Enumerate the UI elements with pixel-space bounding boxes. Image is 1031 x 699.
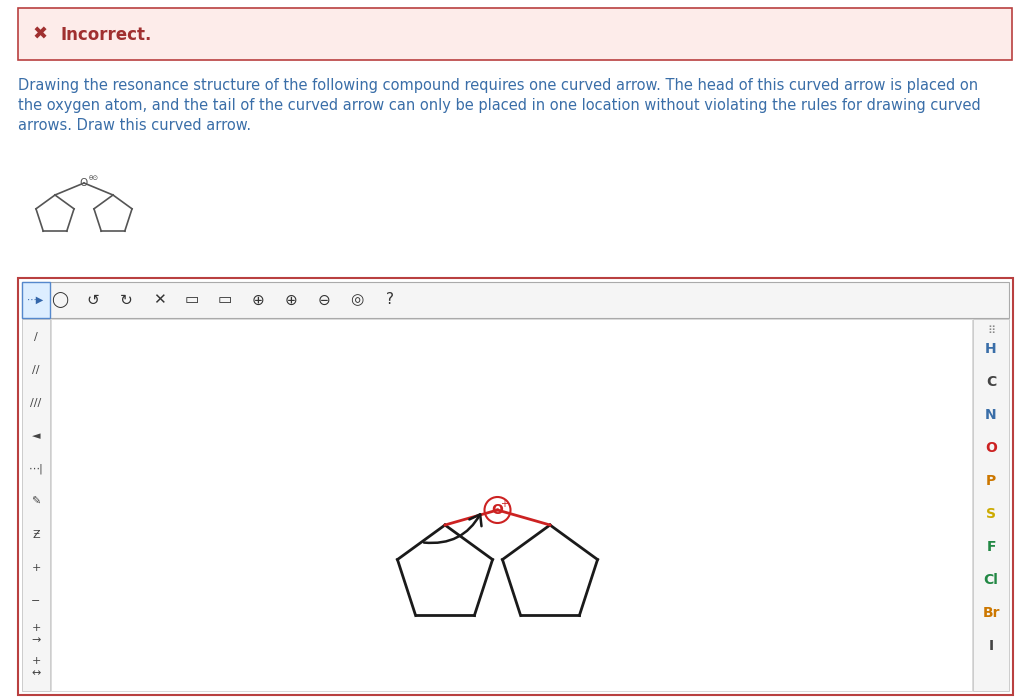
Text: F: F [987,540,996,554]
Text: ◯: ◯ [52,292,69,308]
Text: I: I [989,639,994,653]
FancyBboxPatch shape [51,319,972,691]
Text: ↺: ↺ [87,292,99,308]
Text: N: N [986,408,997,422]
Text: ⊕: ⊕ [252,292,264,308]
FancyArrowPatch shape [424,514,481,543]
Text: ⊖: ⊖ [318,292,330,308]
Text: +: + [31,563,40,573]
FancyBboxPatch shape [22,282,49,318]
Text: −: − [31,596,40,606]
Text: ◎: ◎ [351,292,364,308]
FancyBboxPatch shape [18,8,1012,60]
Text: /: / [34,332,38,342]
Text: Ƶ: Ƶ [32,530,40,540]
Text: Drawing the resonance structure of the following compound requires one curved ar: Drawing the resonance structure of the f… [18,78,978,93]
Text: θ⊙: θ⊙ [89,175,99,181]
Text: Br: Br [983,606,1000,620]
Text: Incorrect.: Incorrect. [60,26,152,44]
Text: S: S [986,507,996,521]
Text: O: O [985,441,997,455]
Text: ⠿: ⠿ [987,326,995,336]
Text: P: P [986,474,996,488]
Text: C: C [986,375,996,389]
Text: ///: /// [30,398,41,408]
Text: +
→: + → [31,624,40,644]
Text: ↻: ↻ [120,292,132,308]
Text: ✖: ✖ [32,26,47,44]
Text: //: // [32,365,40,375]
Text: ⋯|: ⋯| [29,463,43,474]
Text: ?: ? [386,292,394,308]
Text: O: O [492,503,503,517]
Text: Cl: Cl [984,573,998,587]
Text: ▭: ▭ [185,292,199,308]
Text: +: + [500,499,508,509]
Text: ✕: ✕ [153,292,165,308]
Text: O: O [79,178,88,188]
Text: ⋯▶: ⋯▶ [28,295,44,305]
FancyBboxPatch shape [22,282,1009,318]
Text: ▭: ▭ [218,292,232,308]
Text: arrows. Draw this curved arrow.: arrows. Draw this curved arrow. [18,118,252,133]
FancyBboxPatch shape [18,278,1013,695]
FancyBboxPatch shape [973,319,1009,691]
Text: ✎: ✎ [31,497,40,507]
Text: +
↔: + ↔ [31,656,40,678]
Text: the oxygen atom, and the tail of the curved arrow can only be placed in one loca: the oxygen atom, and the tail of the cur… [18,98,980,113]
Text: ◄: ◄ [32,431,40,441]
Text: H: H [986,342,997,356]
Text: ⊕: ⊕ [285,292,297,308]
FancyBboxPatch shape [22,319,49,691]
